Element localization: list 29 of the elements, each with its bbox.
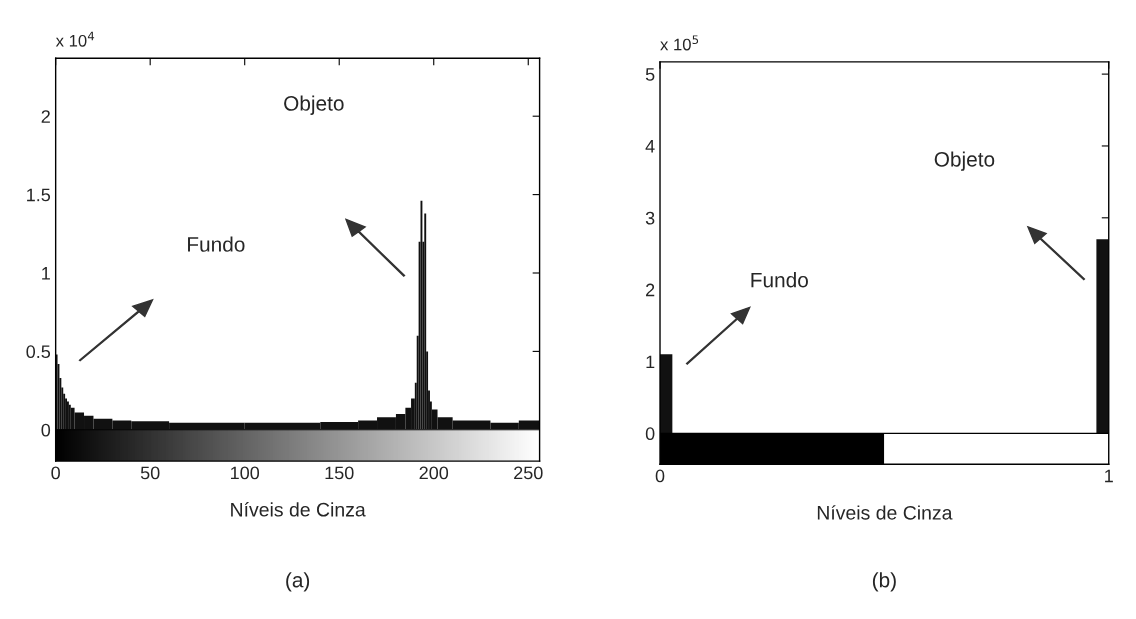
x-tick-label: 150 <box>325 466 354 480</box>
x-tick-label: 50 <box>140 466 160 480</box>
x-tick-label: 100 <box>231 466 260 480</box>
x-tick-label: 0 <box>51 466 60 480</box>
text: (a) <box>286 572 310 592</box>
text: x 10$^{5}$ <box>660 35 699 51</box>
y-tick-label: 2 <box>41 110 50 123</box>
y-tick-label: 5 <box>645 68 655 81</box>
x-axis-title: Níveis de Cinza <box>231 502 366 517</box>
annotation: Objeto <box>284 95 344 115</box>
text: (b) <box>872 572 896 592</box>
y-tick-label: 1 <box>646 355 655 369</box>
x-tick-label: 0 <box>655 469 665 483</box>
y-tick-label: 4 <box>645 140 655 153</box>
y-tick-label: 3 <box>645 211 655 225</box>
annotation: Objeto <box>934 151 995 171</box>
y-tick-label: 2 <box>646 283 655 297</box>
x-tick-label: 250 <box>514 466 543 480</box>
x-tick-label: 200 <box>419 466 449 480</box>
annotation: Fundo <box>188 236 245 252</box>
x-tick-label: 1 <box>1105 469 1113 483</box>
x-axis-title: Níveis de Cinza <box>817 505 953 520</box>
y-tick-label: 0 <box>41 423 51 437</box>
y-tick-label: 0 <box>645 427 655 441</box>
y-tick-label: 1.5 <box>27 188 51 202</box>
text: x 10$^{4}$ <box>55 31 95 47</box>
y-tick-label: 0.5 <box>26 345 51 359</box>
y-tick-label: 1 <box>42 267 50 280</box>
annotation: Fundo <box>751 272 808 288</box>
